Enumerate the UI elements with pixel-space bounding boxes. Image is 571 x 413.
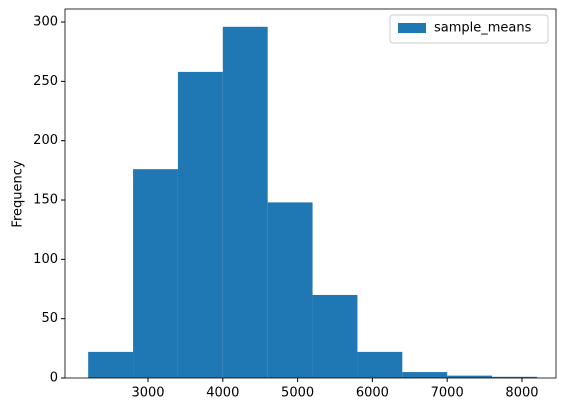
bar (88, 351, 134, 378)
legend-label: sample_means (434, 21, 532, 36)
y-tick-label: 150 (33, 193, 58, 208)
bar (177, 71, 223, 378)
y-tick-label: 100 (33, 252, 58, 267)
plot-frame (64, 8, 557, 379)
y-tick-label: 200 (33, 133, 58, 148)
x-tick-label: 8000 (505, 386, 538, 401)
bar (222, 26, 268, 379)
bar (447, 375, 493, 378)
bar (402, 372, 448, 378)
y-tick-label: 250 (33, 74, 58, 89)
y-tick-label: 300 (33, 15, 58, 30)
x-tick-label: 6000 (356, 386, 389, 401)
bar (492, 376, 537, 378)
x-tick-label: 4000 (206, 386, 239, 401)
y-axis-label: Frequency (11, 160, 26, 227)
x-tick-label: 5000 (281, 386, 314, 401)
x-tick-label: 7000 (431, 386, 464, 401)
x-tick-label: 3000 (131, 386, 164, 401)
legend-box (389, 14, 549, 44)
y-tick-label: 0 (50, 371, 58, 386)
bar (357, 351, 403, 378)
legend-swatch (398, 23, 426, 33)
bar (312, 294, 358, 378)
bar (267, 202, 313, 378)
y-tick-label: 50 (41, 311, 58, 326)
bar (133, 169, 178, 378)
